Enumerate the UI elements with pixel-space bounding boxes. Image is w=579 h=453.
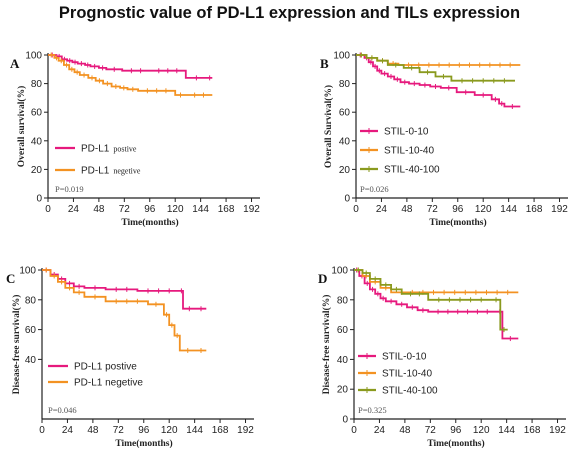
panel-b-y-tick-label: 80 — [339, 79, 351, 90]
panel-c-x-tick-label: 0 — [39, 425, 45, 436]
panel-d-x-tick-label: 192 — [549, 425, 566, 436]
panel-c-x-tick-label: 72 — [113, 425, 125, 436]
panel-b-x-tick-label: 168 — [526, 204, 543, 215]
panel-a-y-tick-label: 40 — [31, 136, 43, 147]
panel-d-y-tick-label: 0 — [342, 415, 348, 426]
panel-b-x-axis-label: Time(months) — [429, 217, 486, 228]
panel-b-x-tick-label: 96 — [452, 204, 464, 215]
panel-b-y-tick-label: 0 — [344, 194, 350, 205]
panel-a-x-tick-label: 72 — [119, 204, 131, 215]
panel-b-letter: B — [320, 56, 329, 71]
panel-d-legend-label-2: STIL-10-40 — [382, 369, 432, 380]
panel-d-x-tick-label: 48 — [399, 425, 411, 436]
panel-c-y-tick-label: 40 — [25, 355, 37, 366]
panel-d-y-tick-label: 20 — [337, 385, 349, 396]
panel-a-x-tick-label: 144 — [192, 204, 209, 215]
panel-a-series-line-1 — [48, 54, 213, 79]
panel-d-legend-label-1: STIL-0-10 — [382, 352, 427, 363]
panel-a-x-tick-label: 96 — [144, 204, 156, 215]
panel-a-legend-label-2: PD-L1 negetive — [81, 166, 141, 177]
panel-b-x-tick-label: 0 — [353, 204, 359, 215]
panel-d-y-tick-label: 100 — [331, 266, 348, 277]
panel-d-x-tick-label: 72 — [425, 425, 437, 436]
panel-d-y-axis-label: Disease-free survival(%) — [321, 295, 332, 395]
panel-a-x-tick-label: 192 — [243, 204, 260, 215]
panel-c-x-tick-label: 24 — [62, 425, 74, 436]
panel-d-x-tick-label: 144 — [498, 425, 515, 436]
panel-b-x-tick-label: 192 — [551, 204, 568, 215]
panel-c-x-tick-label: 96 — [138, 425, 150, 436]
panel-d-series-line-3 — [354, 269, 508, 331]
panel-a-y-tick-label: 20 — [31, 165, 43, 176]
panel-c-legend-label-2: PD-L1 negetive — [74, 378, 143, 389]
panel-d-y-tick-label: 80 — [337, 295, 349, 306]
panel-b-legend-label-1: STIL-0-10 — [384, 127, 429, 138]
panel-c-x-tick-label: 48 — [87, 425, 99, 436]
panel-b-y-tick-label: 20 — [339, 165, 351, 176]
panel-d-x-tick-label: 96 — [450, 425, 462, 436]
panel-d-letter: D — [318, 271, 327, 286]
panel-c-y-tick-label: 80 — [25, 295, 37, 306]
panel-a-p-value: P=0.019 — [55, 184, 84, 194]
panel-d-series-line-2 — [354, 269, 519, 294]
panel-c-p-value: P=0.046 — [48, 405, 77, 415]
panel-b-y-tick-label: 100 — [333, 51, 350, 62]
panel-a-series-line-2 — [48, 54, 213, 96]
panel-a-y-tick-label: 80 — [31, 79, 43, 90]
panel-c-x-tick-label: 192 — [237, 425, 254, 436]
panel-a-y-tick-label: 0 — [36, 194, 42, 205]
panel-b-x-tick-label: 48 — [401, 204, 413, 215]
panel-a-x-tick-label: 120 — [167, 204, 184, 215]
panel-b-y-tick-label: 40 — [339, 136, 351, 147]
panel-c-x-tick-label: 168 — [212, 425, 229, 436]
panel-c-series-line-2 — [42, 269, 207, 352]
panel-d-x-axis-label: Time(months) — [427, 438, 484, 449]
panel-a-x-tick-label: 0 — [45, 204, 51, 215]
panel-c-legend-label-1: PD-L1 postive — [74, 362, 137, 373]
panel-c-y-axis-label: Disease-free survival(%) — [11, 295, 22, 395]
panel-c-y-tick-label: 100 — [19, 266, 36, 277]
panel-b-series-line-1 — [356, 54, 521, 108]
panel-a-letter: A — [10, 56, 20, 71]
panel-a-legend-label-suffix-1: postive — [113, 145, 137, 154]
panel-a-x-tick-label: 48 — [93, 204, 105, 215]
panel-a-legend-label-1: PD-L1 postive — [81, 144, 137, 155]
panel-c-x-axis-label: Time(months) — [115, 438, 172, 449]
panel-d-y-tick-label: 40 — [337, 355, 349, 366]
panel-d-series-line-1 — [354, 269, 519, 340]
panel-b-series-line-3 — [356, 54, 515, 82]
panel-b-x-tick-label: 72 — [427, 204, 439, 215]
panel-d-x-tick-label: 168 — [524, 425, 541, 436]
panel-a-y-tick-label: 100 — [25, 51, 42, 62]
panel-c-y-tick-label: 60 — [25, 325, 37, 336]
panel-d-legend-label-3: STIL-40-100 — [382, 386, 438, 397]
panel-a-y-axis-label: Overall survival(%) — [16, 86, 27, 168]
panel-b-x-tick-label: 120 — [475, 204, 492, 215]
panel-a-x-tick-label: 168 — [218, 204, 235, 215]
panel-b-y-tick-label: 60 — [339, 108, 351, 119]
panel-d-x-tick-label: 0 — [351, 425, 357, 436]
panel-c-x-tick-label: 120 — [161, 425, 178, 436]
panel-c-letter: C — [6, 271, 15, 286]
panel-b-p-value: P=0.026 — [360, 184, 389, 194]
panel-a-legend-label-suffix-2: negetive — [113, 167, 141, 176]
figure-title: Prognostic value of PD-L1 expression and… — [58, 4, 521, 22]
panel-b-x-tick-label: 24 — [376, 204, 388, 215]
panel-d-y-tick-label: 60 — [337, 325, 349, 336]
panel-a-x-tick-label: 24 — [68, 204, 80, 215]
panel-d-x-tick-label: 24 — [374, 425, 386, 436]
panel-d-x-tick-label: 120 — [473, 425, 490, 436]
panel-b-x-tick-label: 144 — [500, 204, 517, 215]
panel-b-legend-label-2: STIL-10-40 — [384, 146, 434, 157]
panel-a-y-tick-label: 60 — [31, 108, 43, 119]
panel-b-legend-label-3: STIL-40-100 — [384, 165, 440, 176]
panel-c-x-tick-label: 144 — [186, 425, 203, 436]
panel-d-p-value: P=0.325 — [358, 405, 387, 415]
panel-a-x-axis-label: Time(months) — [121, 217, 178, 228]
panel-b-y-axis-label: Overall Survival(%) — [323, 85, 334, 168]
